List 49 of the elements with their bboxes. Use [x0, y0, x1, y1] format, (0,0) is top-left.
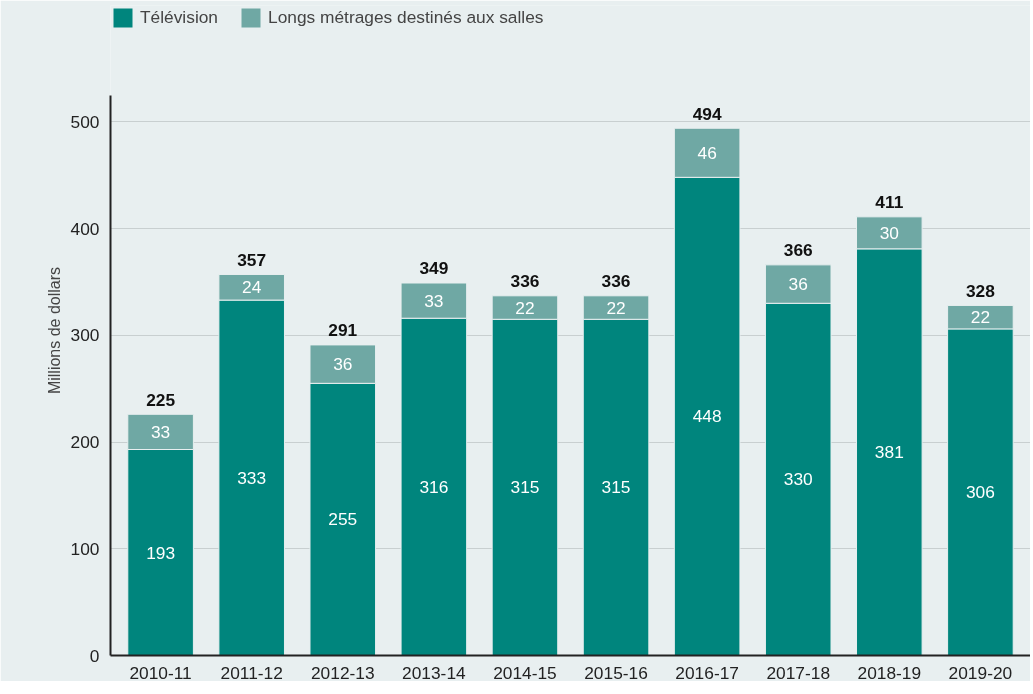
x-tick-label: 2016-17	[675, 662, 739, 683]
y-tick-label: 0	[89, 645, 100, 666]
total-label: 411	[875, 192, 904, 213]
data-label: 315	[510, 477, 540, 498]
x-tick-label: 2012-13	[310, 662, 375, 683]
total-label: 357	[237, 249, 267, 270]
legend-label: Longs métrages destinés aux salles	[268, 7, 544, 28]
data-label: 333	[237, 467, 267, 488]
data-label: 33	[150, 421, 171, 442]
x-tick-label: 2017-18	[766, 662, 831, 683]
x-tick-label: 2011-12	[220, 662, 283, 683]
data-label: 22	[970, 307, 991, 328]
total-label: 336	[510, 271, 540, 292]
y-tick-label: 300	[70, 325, 100, 346]
data-label: 448	[692, 406, 722, 427]
data-label: 46	[697, 142, 717, 163]
y-axis-title: Millions de dollars	[45, 266, 63, 395]
total-label: 366	[783, 240, 814, 261]
total-label: 336	[601, 271, 631, 292]
x-tick-label: 2019-20	[948, 662, 1013, 683]
x-tick-label: 2010-11	[129, 662, 192, 683]
data-label: 24	[242, 277, 262, 298]
data-label: 33	[424, 290, 444, 311]
total-label: 328	[965, 280, 996, 301]
data-label: 381	[874, 442, 904, 463]
total-label: 349	[419, 258, 449, 279]
y-tick-label: 400	[70, 218, 100, 239]
y-tick-label: 500	[70, 111, 100, 132]
data-label: 36	[788, 274, 808, 295]
x-tick-label: 2013-14	[402, 662, 467, 683]
data-label: 306	[965, 482, 995, 503]
data-label: 316	[419, 476, 449, 497]
data-label: 193	[146, 542, 176, 563]
total-label: 225	[146, 389, 176, 410]
data-label: 36	[333, 354, 353, 375]
data-label: 22	[606, 297, 626, 318]
y-tick-label: 200	[70, 432, 100, 453]
data-label: 22	[515, 297, 535, 318]
legend-label: Télévision	[140, 7, 219, 28]
data-label: 255	[328, 509, 358, 530]
x-tick-label: 2014-15	[493, 662, 557, 683]
data-label: 330	[783, 469, 813, 490]
y-tick-label: 100	[70, 538, 100, 559]
data-label: 30	[879, 222, 899, 243]
total-label: 494	[692, 103, 722, 124]
x-tick-label: 2018-19	[857, 662, 922, 683]
data-label: 315	[601, 477, 631, 498]
x-tick-label: 2015-16	[584, 662, 648, 683]
total-label: 291	[328, 320, 358, 341]
